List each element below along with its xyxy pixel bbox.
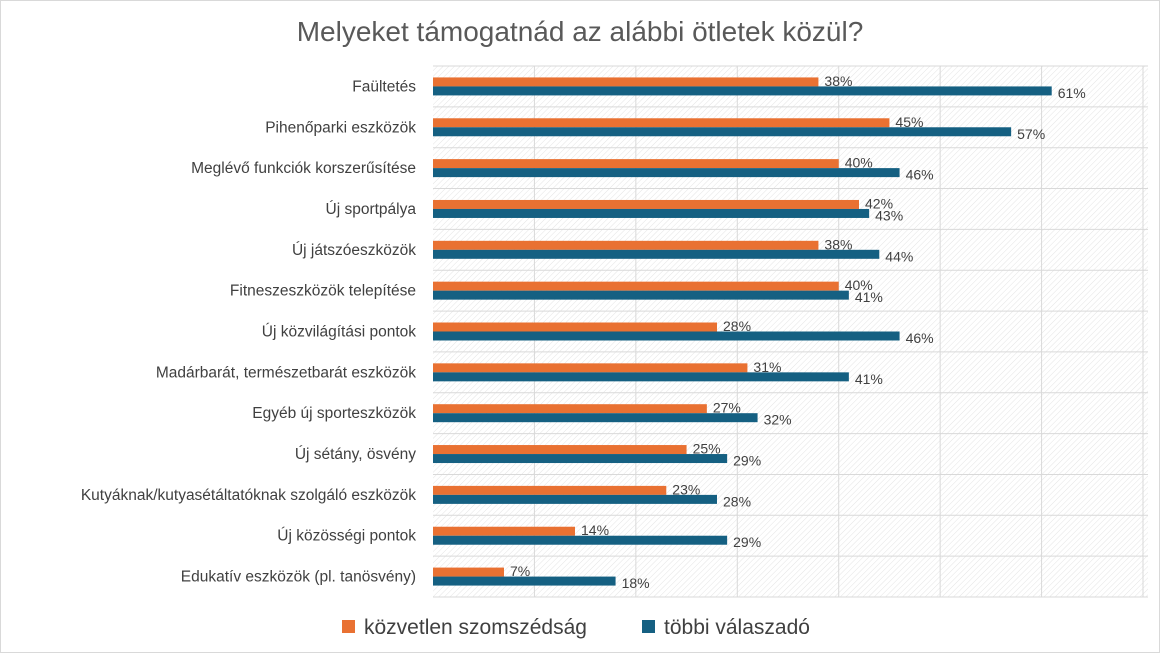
data-label: 38% bbox=[824, 236, 852, 252]
data-label: 46% bbox=[906, 330, 934, 346]
data-label: 18% bbox=[622, 575, 650, 591]
data-label: 27% bbox=[713, 400, 741, 416]
bar-kozvetlen-szomszedsag bbox=[433, 77, 819, 87]
data-label: 40% bbox=[845, 277, 873, 293]
category-label: Pihenőparki eszközök bbox=[265, 119, 416, 136]
data-label: 41% bbox=[855, 289, 883, 305]
chart-title: Melyeket támogatnád az alábbi ötletek kö… bbox=[297, 16, 864, 47]
bar-tobbi-valaszado bbox=[433, 372, 849, 382]
bar-kozvetlen-szomszedsag bbox=[433, 567, 504, 577]
bar-tobbi-valaszado bbox=[433, 494, 717, 504]
data-label: 38% bbox=[824, 73, 852, 89]
bar-kozvetlen-szomszedsag bbox=[433, 281, 839, 291]
data-label: 31% bbox=[753, 359, 781, 375]
bar-tobbi-valaszado bbox=[433, 454, 728, 464]
bar-tobbi-valaszado bbox=[433, 576, 616, 586]
category-label: Fitneszeszközök telepítése bbox=[230, 283, 416, 300]
bar-kozvetlen-szomszedsag bbox=[433, 322, 717, 332]
data-label: 29% bbox=[733, 534, 761, 550]
data-label: 57% bbox=[1017, 126, 1045, 142]
data-label: 42% bbox=[865, 195, 893, 211]
bar-tobbi-valaszado bbox=[433, 535, 728, 545]
category-label: Meglévő funkciók korszerűsítése bbox=[191, 160, 416, 177]
category-label: Madárbarát, természetbarát eszközök bbox=[156, 364, 416, 381]
data-label: 44% bbox=[885, 248, 913, 264]
data-label: 28% bbox=[723, 318, 751, 334]
category-label: Új közvilágítási pontok bbox=[262, 324, 416, 341]
bar-kozvetlen-szomszedsag bbox=[433, 199, 859, 209]
bar-tobbi-valaszado bbox=[433, 168, 900, 178]
legend-label: többi válaszadó bbox=[664, 616, 810, 639]
data-label: 32% bbox=[764, 412, 792, 428]
data-label: 46% bbox=[906, 167, 934, 183]
bar-kozvetlen-szomszedsag bbox=[433, 159, 839, 169]
legend-swatch bbox=[642, 620, 655, 633]
category-label: Egyéb új sporteszközök bbox=[252, 405, 416, 422]
bar-kozvetlen-szomszedsag bbox=[433, 404, 707, 414]
data-label: 23% bbox=[672, 481, 700, 497]
bar-tobbi-valaszado bbox=[433, 86, 1052, 96]
bar-kozvetlen-szomszedsag bbox=[433, 363, 748, 373]
bar-tobbi-valaszado bbox=[433, 127, 1012, 137]
data-label: 43% bbox=[875, 207, 903, 223]
legend-label: közvetlen szomszédság bbox=[364, 616, 587, 639]
bar-kozvetlen-szomszedsag bbox=[433, 485, 667, 495]
category-label: Kutyáknak/kutyasétáltatóknak szolgáló es… bbox=[81, 487, 416, 504]
bar-tobbi-valaszado bbox=[433, 249, 880, 259]
data-label: 25% bbox=[693, 441, 721, 457]
category-label: Új játszóeszközök bbox=[292, 242, 416, 259]
legend-swatch bbox=[342, 620, 355, 633]
bar-kozvetlen-szomszedsag bbox=[433, 526, 575, 536]
bar-kozvetlen-szomszedsag bbox=[433, 240, 819, 250]
data-label: 14% bbox=[581, 522, 609, 538]
bar-tobbi-valaszado bbox=[433, 331, 900, 341]
data-label: 7% bbox=[510, 563, 530, 579]
bar-tobbi-valaszado bbox=[433, 208, 870, 218]
category-label: Faültetés bbox=[352, 78, 416, 95]
category-label: Új közösségi pontok bbox=[277, 528, 416, 545]
data-label: 41% bbox=[855, 371, 883, 387]
bar-tobbi-valaszado bbox=[433, 290, 849, 300]
data-label: 45% bbox=[895, 114, 923, 130]
data-label: 28% bbox=[723, 493, 751, 509]
category-label: Új sportpálya bbox=[326, 201, 417, 218]
bar-kozvetlen-szomszedsag bbox=[433, 445, 687, 455]
data-label: 29% bbox=[733, 453, 761, 469]
category-label: Új sétány, ösvény bbox=[295, 446, 416, 463]
bar-tobbi-valaszado bbox=[433, 413, 758, 423]
data-label: 61% bbox=[1058, 85, 1086, 101]
bar-kozvetlen-szomszedsag bbox=[433, 118, 890, 128]
category-label: Edukatív eszközök (pl. tanösvény) bbox=[181, 569, 416, 586]
data-label: 40% bbox=[845, 155, 873, 171]
